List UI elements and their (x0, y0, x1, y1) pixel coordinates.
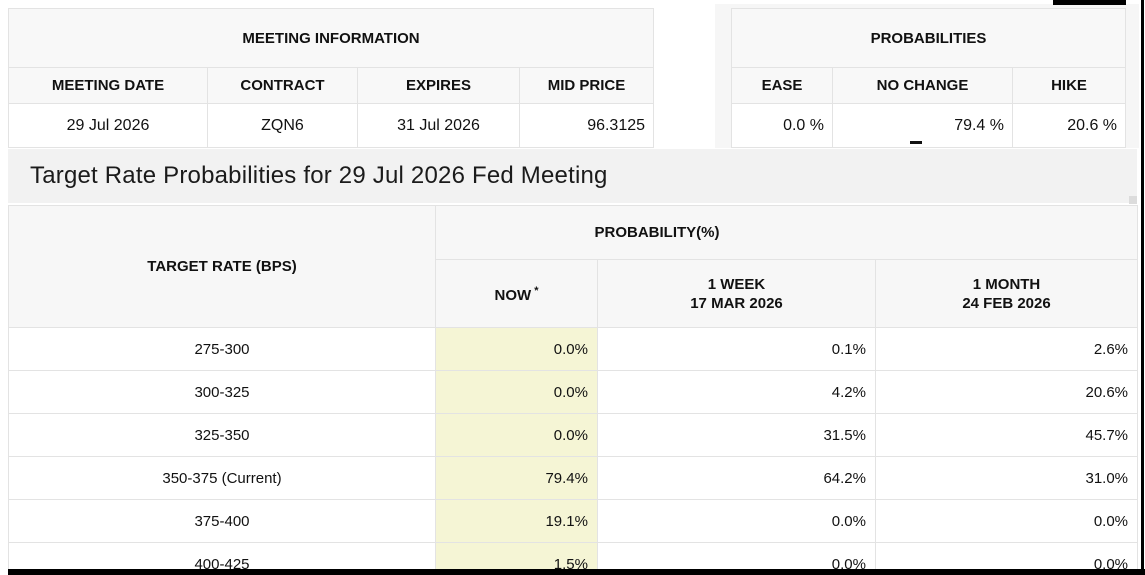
probabilities-row: 0.0 % 79.4 % 20.6 % (731, 103, 1127, 148)
one-month-probability: 20.6% (874, 370, 1139, 414)
meeting-information-table: MEETING INFORMATION MEETING DATE CONTRAC… (7, 8, 655, 148)
target-rate-bps-header: TARGET RATE (BPS) (8, 205, 436, 328)
target-rate-range: 300-325 (8, 370, 436, 414)
now-probability: 79.4% (435, 456, 598, 500)
table-row: 275-300 0.0% 0.1% 2.6% (8, 327, 1139, 371)
window-edge-bottom-bar (8, 569, 1145, 575)
probability-percent-group-header: PROBABILITY(%) (434, 205, 1139, 260)
hike-value: 20.6 % (1011, 103, 1127, 148)
target-rate-range: 375-400 (8, 499, 436, 543)
contract-header: CONTRACT (207, 67, 358, 104)
now-probability: 0.0% (435, 327, 598, 371)
one-week-probability: 0.1% (597, 327, 876, 371)
target-rate-range: 325-350 (8, 413, 436, 457)
one-week-probability: 31.5% (597, 413, 876, 457)
mid-price-value: 96.3125 (518, 103, 655, 148)
one-month-probability: 2.6% (874, 327, 1139, 371)
one-month-probability: 31.0% (874, 456, 1139, 500)
table-row: 300-325 0.0% 4.2% 20.6% (8, 370, 1139, 414)
table-row: 325-350 0.0% 31.5% 45.7% (8, 413, 1139, 457)
page-title: Target Rate Probabilities for 29 Jul 202… (30, 162, 608, 189)
now-probability: 0.0% (435, 370, 598, 414)
one-month-probability: 45.7% (874, 413, 1139, 457)
one-month-column-header: 1 MONTH 24 FEB 2026 (874, 259, 1139, 328)
window-edge-top-bar (1053, 0, 1126, 5)
meeting-information-row: 29 Jul 2026 ZQN6 31 Jul 2026 96.3125 (8, 103, 655, 148)
one-week-probability: 0.0% (597, 499, 876, 543)
one-week-column-header: 1 WEEK 17 MAR 2026 (597, 259, 876, 328)
one-month-probability: 0.0% (874, 499, 1139, 543)
ease-header: EASE (731, 67, 833, 104)
target-rate-range-current: 350-375 (Current) (8, 456, 436, 500)
table-row: 375-400 19.1% 0.0% 0.0% (8, 499, 1139, 543)
target-rate-range: 275-300 (8, 327, 436, 371)
meeting-date-header: MEETING DATE (8, 67, 208, 104)
expires-value: 31 Jul 2026 (357, 103, 520, 148)
ease-value: 0.0 % (731, 103, 833, 148)
expires-header: EXPIRES (357, 67, 520, 104)
no-change-value: 79.4 % (832, 103, 1013, 148)
one-week-probability: 4.2% (597, 370, 876, 414)
probabilities-title: PROBABILITIES (730, 8, 1127, 68)
table-row: 350-375 (Current) 79.4% 64.2% 31.0% (8, 456, 1139, 500)
now-probability: 19.1% (435, 499, 598, 543)
contract-value: ZQN6 (207, 103, 358, 148)
now-footnote-asterisk: * (534, 285, 539, 297)
probabilities-table: PROBABILITIES EASE NO CHANGE HIKE 0.0 % … (730, 8, 1127, 148)
meeting-date-value: 29 Jul 2026 (8, 103, 208, 148)
scroll-corner (1129, 196, 1137, 204)
target-rate-probabilities-table: TARGET RATE (BPS) PROBABILITY(%) NOW * 1 … (8, 205, 1139, 575)
window-edge-right-line (1141, 0, 1144, 575)
no-change-header: NO CHANGE (832, 67, 1013, 104)
page-title-bar: Target Rate Probabilities for 29 Jul 202… (8, 149, 1137, 203)
meeting-information-title: MEETING INFORMATION (7, 8, 655, 68)
now-column-header: NOW * (435, 259, 598, 328)
mid-price-header: MID PRICE (518, 67, 655, 104)
one-week-probability: 64.2% (597, 456, 876, 500)
now-probability: 0.0% (435, 413, 598, 457)
hike-header: HIKE (1011, 67, 1127, 104)
stray-dash-mark (910, 141, 922, 144)
